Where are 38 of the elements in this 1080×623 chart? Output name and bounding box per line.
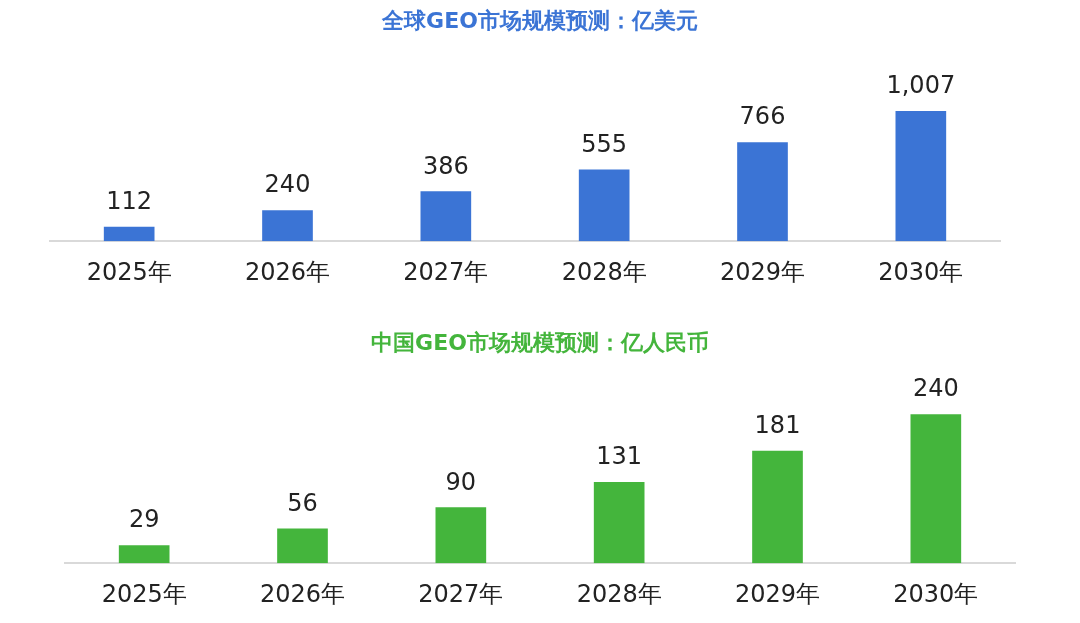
x-tick-label: 2029年 <box>734 579 821 608</box>
x-tick-label: 2028年 <box>561 257 647 286</box>
x-tick-label: 2027年 <box>403 257 489 286</box>
chart-title: 中国GEO市场规模预测：亿人民币 <box>370 329 710 357</box>
data-label: 555 <box>581 129 628 158</box>
bar <box>118 545 170 564</box>
bar <box>737 142 788 242</box>
x-tick-label: 2030年 <box>878 257 964 286</box>
data-label: 766 <box>739 102 786 131</box>
data-label: 181 <box>754 411 801 440</box>
data-label: 112 <box>106 186 153 215</box>
data-label: 386 <box>422 151 469 180</box>
data-label: 29 <box>128 505 160 534</box>
data-label: 240 <box>912 374 959 403</box>
bar <box>910 414 962 564</box>
x-tick-label: 2030年 <box>893 579 979 608</box>
data-label: 1,007 <box>886 71 956 100</box>
bar <box>593 481 645 564</box>
bar <box>895 110 947 242</box>
bar <box>277 528 328 564</box>
bar <box>420 191 472 242</box>
bar <box>752 450 803 564</box>
x-tick-label: 2026年 <box>244 257 331 286</box>
data-label: 90 <box>445 467 477 496</box>
bar <box>435 507 487 564</box>
x-tick-label: 2027年 <box>418 579 504 608</box>
x-tick-label: 2025年 <box>101 579 187 608</box>
data-label: 240 <box>264 170 311 199</box>
data-label: 56 <box>287 488 318 517</box>
chart-title: 全球GEO市场规模预测：亿美元 <box>381 7 699 35</box>
bar <box>262 210 313 242</box>
bar <box>103 226 155 242</box>
x-tick-label: 2028年 <box>576 579 662 608</box>
x-tick-label: 2025年 <box>86 257 172 286</box>
data-label: 131 <box>596 442 643 471</box>
x-tick-label: 2026年 <box>259 579 346 608</box>
bar <box>578 169 630 242</box>
x-tick-label: 2029年 <box>719 257 806 286</box>
